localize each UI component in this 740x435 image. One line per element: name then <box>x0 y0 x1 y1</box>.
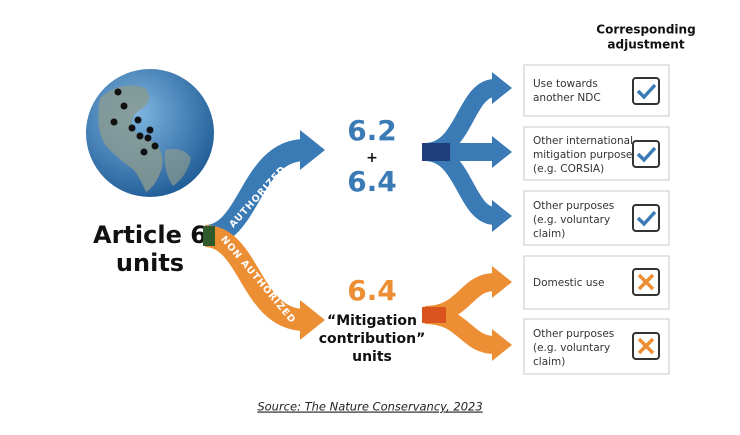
mechanism: 6.4 <box>347 165 397 198</box>
source-label: units <box>116 249 184 277</box>
box-text: Other purposes <box>533 328 614 340</box>
box-text: claim) <box>533 356 565 368</box>
header: adjustment <box>607 38 684 52</box>
box-text: (e.g. voluntary <box>533 342 610 354</box>
mechanism: 6.4 <box>347 274 397 307</box>
box-text: Other purposes <box>533 200 614 212</box>
mechanism: units <box>352 349 392 365</box>
mechanism: contribution” <box>319 331 426 347</box>
mechanism: 6.2 <box>347 114 397 147</box>
box-text: (e.g. voluntary <box>533 214 610 226</box>
box-text: claim) <box>533 228 565 240</box>
mechanism: “Mitigation <box>327 313 417 329</box>
globe <box>86 69 214 197</box>
box-text: Other international <box>533 135 633 147</box>
box-text: another NDC <box>533 92 601 104</box>
header: Corresponding <box>596 23 695 37</box>
box: Other international mitigation purposes … <box>523 126 670 181</box>
branch-label: NON AUTHORIZED <box>218 234 298 326</box>
source-label: Article 6 <box>93 221 207 249</box>
box-text: Use towards <box>533 78 598 90</box>
box: Other purposes (e.g. voluntary claim) <box>523 190 670 246</box>
mechanism: + <box>366 150 378 166</box>
arrows-right <box>422 79 497 354</box>
arrows-left <box>203 130 325 340</box>
box: Use towards another NDC <box>523 64 670 117</box>
source-note: Source: The Nature Conservancy, 2023 <box>257 400 482 414</box>
box: Domestic use <box>523 255 670 310</box>
box: Other purposes (e.g. voluntary claim) <box>523 318 670 375</box>
box-text: mitigation purposes <box>533 149 638 161</box>
box-text: Domestic use <box>533 277 604 289</box>
arrowheads <box>492 72 512 361</box>
box-text: (e.g. CORSIA) <box>533 163 604 175</box>
